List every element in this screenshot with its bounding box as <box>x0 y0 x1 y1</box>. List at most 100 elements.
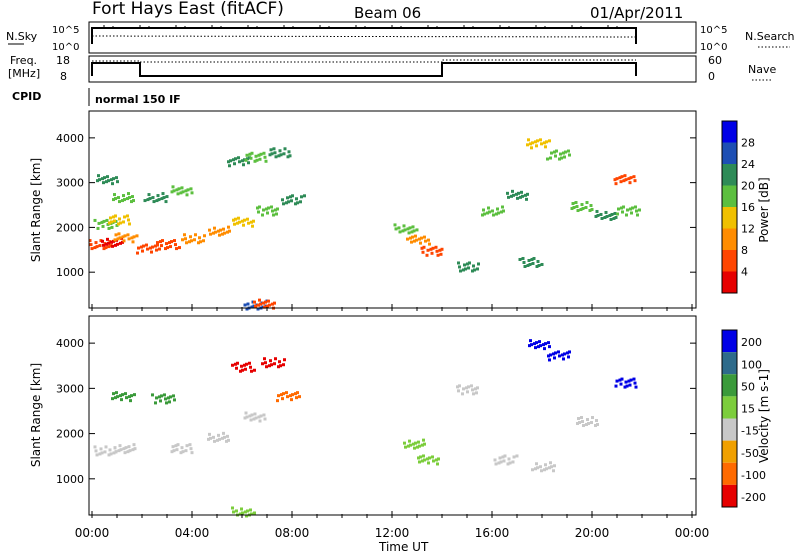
power-cell <box>411 235 414 239</box>
velocity-cell <box>554 351 557 355</box>
power-cell <box>527 138 530 142</box>
velocity-cell <box>547 354 550 358</box>
power-cell <box>282 202 285 206</box>
power-cell <box>559 152 562 156</box>
power-cell <box>409 236 412 240</box>
power-cell <box>286 196 289 200</box>
power-cell <box>616 212 619 216</box>
power-cell <box>612 216 616 220</box>
power-cell <box>105 242 108 246</box>
power-cell <box>463 263 466 267</box>
nsearch-label: N.Search <box>745 30 795 43</box>
velocity-cell <box>625 384 629 388</box>
power-colorbar-segment <box>722 271 737 293</box>
velocity-cell <box>163 393 166 397</box>
power-cell <box>110 225 114 229</box>
nsky-spikes <box>103 25 627 28</box>
velocity-cell <box>235 366 238 370</box>
power-cell <box>106 237 109 241</box>
velocity-cell <box>544 463 547 467</box>
power-cell <box>481 213 484 217</box>
velocity-cell <box>111 397 114 401</box>
power-cell <box>568 153 571 157</box>
power-cell <box>199 240 202 244</box>
power-cell <box>614 182 618 186</box>
power-cell <box>245 153 249 157</box>
power-cell <box>610 212 614 216</box>
velocity-cell <box>279 364 282 368</box>
power-ytick-label: 3000 <box>56 177 84 190</box>
power-cell <box>608 213 612 217</box>
time-axis-title: Time UT <box>378 540 429 554</box>
velocity-cell <box>244 411 248 415</box>
power-cell <box>271 209 274 213</box>
power-cell <box>117 232 121 236</box>
velocity-cell <box>133 393 136 397</box>
power-cell <box>141 249 144 253</box>
velocity-cell <box>159 399 162 403</box>
power-colorbar-tick: 24 <box>741 158 755 171</box>
power-cell <box>398 230 402 234</box>
velocity-cell <box>497 461 501 465</box>
velocity-cell <box>114 396 117 400</box>
velocity-cell <box>595 419 598 423</box>
velocity-cell <box>207 437 210 441</box>
power-cell <box>175 188 179 192</box>
power-cell <box>572 206 576 210</box>
power-colorbar-tick: 20 <box>741 180 755 193</box>
velocity-cell <box>124 392 127 396</box>
power-cell <box>98 178 101 182</box>
power-cell <box>410 240 413 244</box>
power-cell <box>180 186 184 190</box>
power-ytick-label: 1000 <box>56 266 84 279</box>
velocity-cell <box>534 346 537 350</box>
velocity-cell <box>632 377 636 381</box>
velocity-cell <box>436 462 439 466</box>
power-cell <box>267 299 270 303</box>
power-cell <box>131 240 135 244</box>
power-cell <box>544 145 547 149</box>
power-cell <box>165 195 169 199</box>
velocity-cell <box>502 459 506 463</box>
power-cell <box>107 179 110 183</box>
power-colorbar-tick: 28 <box>741 137 755 150</box>
velocity-cell <box>561 353 564 357</box>
power-cell <box>98 244 102 248</box>
velocity-cell <box>225 439 228 443</box>
velocity-cell <box>265 365 268 369</box>
power-cell <box>502 209 505 213</box>
velocity-colorbar-segment <box>722 462 737 485</box>
power-cell <box>579 208 583 212</box>
power-cell <box>107 241 110 245</box>
velocity-ytick-label: 1000 <box>56 473 84 486</box>
velocity-cell <box>104 445 108 449</box>
power-cell <box>512 193 515 197</box>
power-cell <box>158 247 161 251</box>
power-cell <box>540 142 543 146</box>
power-cell <box>118 217 121 221</box>
power-cell <box>123 215 126 219</box>
power-cell <box>159 240 162 244</box>
power-cell <box>436 253 440 257</box>
velocity-cell <box>627 379 631 383</box>
power-cell <box>554 154 557 158</box>
velocity-cell <box>413 446 416 450</box>
power-cell <box>464 267 467 271</box>
velocity-cell <box>249 508 252 512</box>
power-cell <box>251 224 254 228</box>
power-cell <box>529 142 532 146</box>
power-cell <box>193 238 196 242</box>
power-cell <box>214 230 217 234</box>
velocity-cells <box>93 339 638 518</box>
power-cell <box>630 211 633 215</box>
velocity-cell <box>508 461 512 465</box>
power-cell <box>620 175 624 179</box>
velocity-cell <box>103 450 107 454</box>
power-cell <box>257 210 260 214</box>
power-colorbar-tick: 8 <box>741 244 748 257</box>
nsky-panel: N.Sky 10^5 10^0 10^5 10^0 N.Search <box>6 21 795 54</box>
power-cell <box>521 194 524 198</box>
power-cell <box>93 218 97 222</box>
power-cell <box>560 156 563 160</box>
power-cell <box>536 259 540 263</box>
